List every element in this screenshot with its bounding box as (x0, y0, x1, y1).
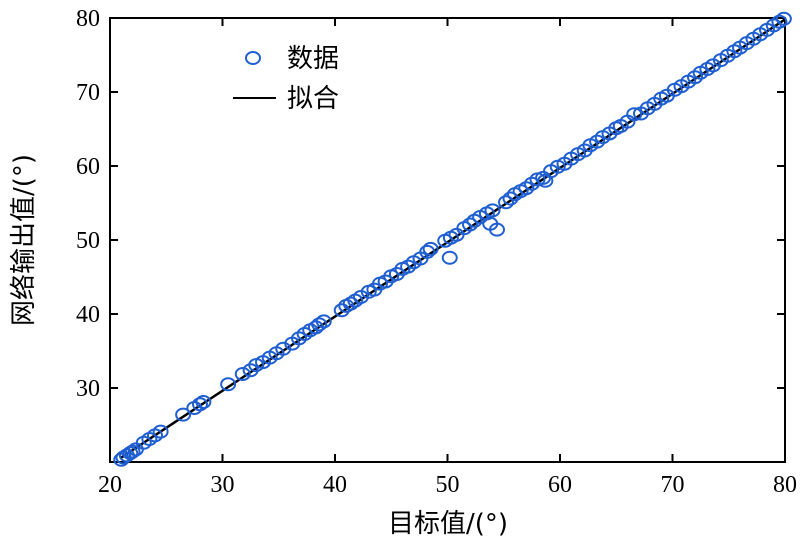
y-tick-label: 30 (76, 376, 100, 402)
y-tick-label: 50 (76, 228, 100, 254)
data-point (687, 70, 703, 85)
data-point (220, 377, 237, 392)
data-point (342, 296, 359, 311)
y-axis-label: 网络输出值/(°) (9, 154, 39, 326)
data-point (626, 107, 643, 122)
x-tick-label: 40 (323, 472, 347, 498)
x-tick-label: 20 (98, 472, 122, 498)
x-tick-label: 30 (211, 472, 235, 498)
data-point (589, 134, 606, 149)
fit-layer (120, 18, 786, 459)
x-tick-label: 70 (661, 472, 685, 498)
data-point (502, 191, 519, 206)
data-point (518, 181, 535, 196)
x-tick-label: 50 (436, 472, 460, 498)
data-point (498, 195, 514, 210)
data-point (195, 395, 212, 410)
axis-ticks: 20 30 40 50 60 70 80 30 40 50 60 70 80 (76, 6, 797, 498)
fit-line (120, 18, 786, 459)
data-point (291, 331, 307, 346)
data-point (419, 244, 436, 259)
data-point (234, 366, 251, 381)
x-tick-label: 60 (548, 472, 572, 498)
y-tick-label: 60 (76, 154, 100, 180)
data-point (422, 241, 439, 256)
legend-label-data: 数据 (287, 44, 339, 74)
y-tick-label: 40 (76, 302, 100, 328)
data-point (124, 444, 141, 459)
data-point (192, 397, 208, 412)
y-tick-label: 80 (76, 6, 100, 32)
data-point (484, 203, 501, 218)
data-point (771, 14, 788, 29)
data-point (152, 424, 169, 439)
data-point (315, 314, 332, 329)
data-point (489, 222, 505, 237)
data-point (441, 250, 458, 265)
data-point (311, 317, 328, 332)
data-point (462, 217, 478, 232)
data-point (175, 407, 192, 422)
x-axis-label: 目标值/(°) (388, 509, 508, 539)
data-point (775, 11, 792, 26)
y-tick-label: 70 (76, 80, 100, 106)
legend-label-fit: 拟合 (287, 84, 339, 114)
data-point (400, 259, 417, 274)
x-tick-label: 80 (773, 472, 797, 498)
legend-marker-data (245, 51, 261, 65)
legend: 数据 拟合 (233, 44, 339, 114)
plot-frame (109, 17, 786, 463)
data-points (113, 11, 792, 467)
